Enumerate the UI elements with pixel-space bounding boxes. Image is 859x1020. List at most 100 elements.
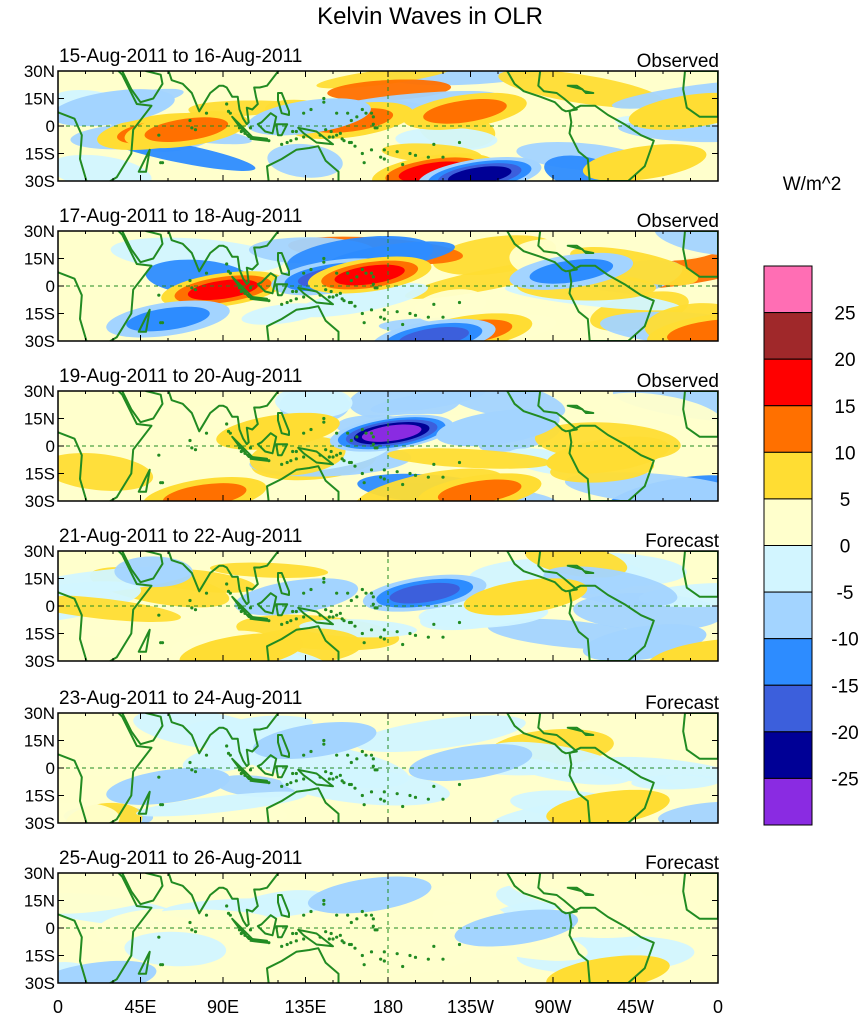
- island: [408, 631, 412, 636]
- island: [324, 128, 328, 132]
- island: [237, 126, 242, 130]
- colorbar-tick-label: -15: [831, 676, 858, 697]
- panel-kind-label: Forecast: [645, 853, 720, 874]
- island: [329, 449, 333, 454]
- coastline: [277, 894, 290, 918]
- island: [243, 131, 247, 135]
- colorbar-swatch: [763, 451, 813, 500]
- coastline: [121, 231, 164, 264]
- island: [204, 913, 209, 917]
- island: [160, 161, 165, 165]
- lat-label: 15S: [25, 465, 55, 484]
- island: [413, 313, 418, 317]
- island: [362, 321, 366, 325]
- olr-anomaly-contour: [546, 955, 670, 983]
- island: [329, 609, 333, 614]
- coastline: [121, 713, 164, 746]
- island: [382, 790, 386, 794]
- island: [247, 613, 251, 617]
- island: [382, 799, 386, 803]
- island: [294, 931, 298, 936]
- island: [324, 930, 328, 934]
- coastline: [121, 71, 164, 104]
- coastline: [249, 296, 268, 302]
- island: [371, 282, 375, 286]
- coastline: [167, 231, 280, 286]
- coastline: [506, 713, 578, 755]
- coastline: [275, 283, 289, 297]
- island: [379, 957, 383, 961]
- island: [190, 768, 194, 772]
- coastline: [167, 873, 280, 928]
- island: [441, 155, 445, 159]
- island: [335, 133, 339, 137]
- island: [204, 431, 209, 435]
- island: [441, 797, 445, 801]
- coastline: [231, 435, 254, 458]
- island: [239, 129, 243, 134]
- island: [248, 446, 253, 450]
- island: [157, 293, 161, 297]
- colorbar-swatch: [763, 777, 813, 826]
- island: [413, 153, 418, 157]
- island: [349, 920, 353, 925]
- island: [267, 619, 271, 623]
- coastline: [58, 551, 153, 661]
- island: [401, 482, 405, 487]
- olr-contour-blob: [355, 715, 526, 752]
- coastline: [682, 231, 718, 278]
- island: [318, 453, 322, 457]
- coastline: [297, 928, 334, 948]
- olr-anomaly-contour: [144, 117, 229, 143]
- island: [322, 416, 326, 421]
- colorbar-swatch: [763, 265, 813, 314]
- coastline: [121, 873, 164, 906]
- island: [267, 781, 271, 785]
- island: [395, 792, 399, 796]
- island: [280, 142, 284, 146]
- lat-label: 0: [46, 919, 55, 938]
- island: [371, 924, 375, 928]
- island: [349, 760, 353, 765]
- island: [248, 286, 253, 290]
- colorbar-tick-label: 5: [840, 490, 851, 511]
- lat-label: 15N: [24, 892, 55, 911]
- olr-anomaly-contour: [106, 767, 230, 805]
- island: [371, 122, 375, 126]
- colorbar-tick-label: 10: [834, 443, 855, 464]
- island: [364, 431, 368, 435]
- island: [327, 777, 331, 781]
- lat-label: 15N: [24, 732, 55, 751]
- island: [302, 431, 306, 435]
- island: [322, 96, 326, 101]
- island: [369, 111, 374, 115]
- coastline: [506, 873, 578, 915]
- olr-anomaly-contour: [582, 144, 707, 181]
- coastline: [682, 551, 718, 598]
- island: [309, 107, 313, 112]
- island: [193, 448, 198, 452]
- island: [395, 310, 399, 314]
- lat-label: 15S: [25, 305, 55, 324]
- island: [157, 935, 161, 939]
- lon-label: 45W: [617, 997, 654, 1017]
- island: [379, 797, 383, 801]
- island: [329, 129, 333, 134]
- island: [375, 286, 379, 290]
- island: [237, 606, 242, 610]
- island: [291, 771, 295, 776]
- island: [239, 609, 243, 614]
- lat-label: 30N: [24, 222, 55, 241]
- island: [291, 449, 295, 454]
- island: [157, 133, 161, 137]
- olr-contour-blob: [136, 791, 307, 817]
- island: [338, 773, 342, 777]
- island: [375, 446, 379, 450]
- colorbar: W/m^2 25 20 15 10 5 0 -5 -10 -15 -20 -25: [763, 174, 859, 826]
- panel-date-range: 17-Aug-2011 to 18-Aug-2011: [59, 206, 302, 227]
- island: [353, 304, 357, 308]
- island: [289, 459, 293, 463]
- island: [280, 784, 284, 788]
- island: [331, 135, 335, 139]
- colorbar-tick-label: -5: [837, 583, 854, 604]
